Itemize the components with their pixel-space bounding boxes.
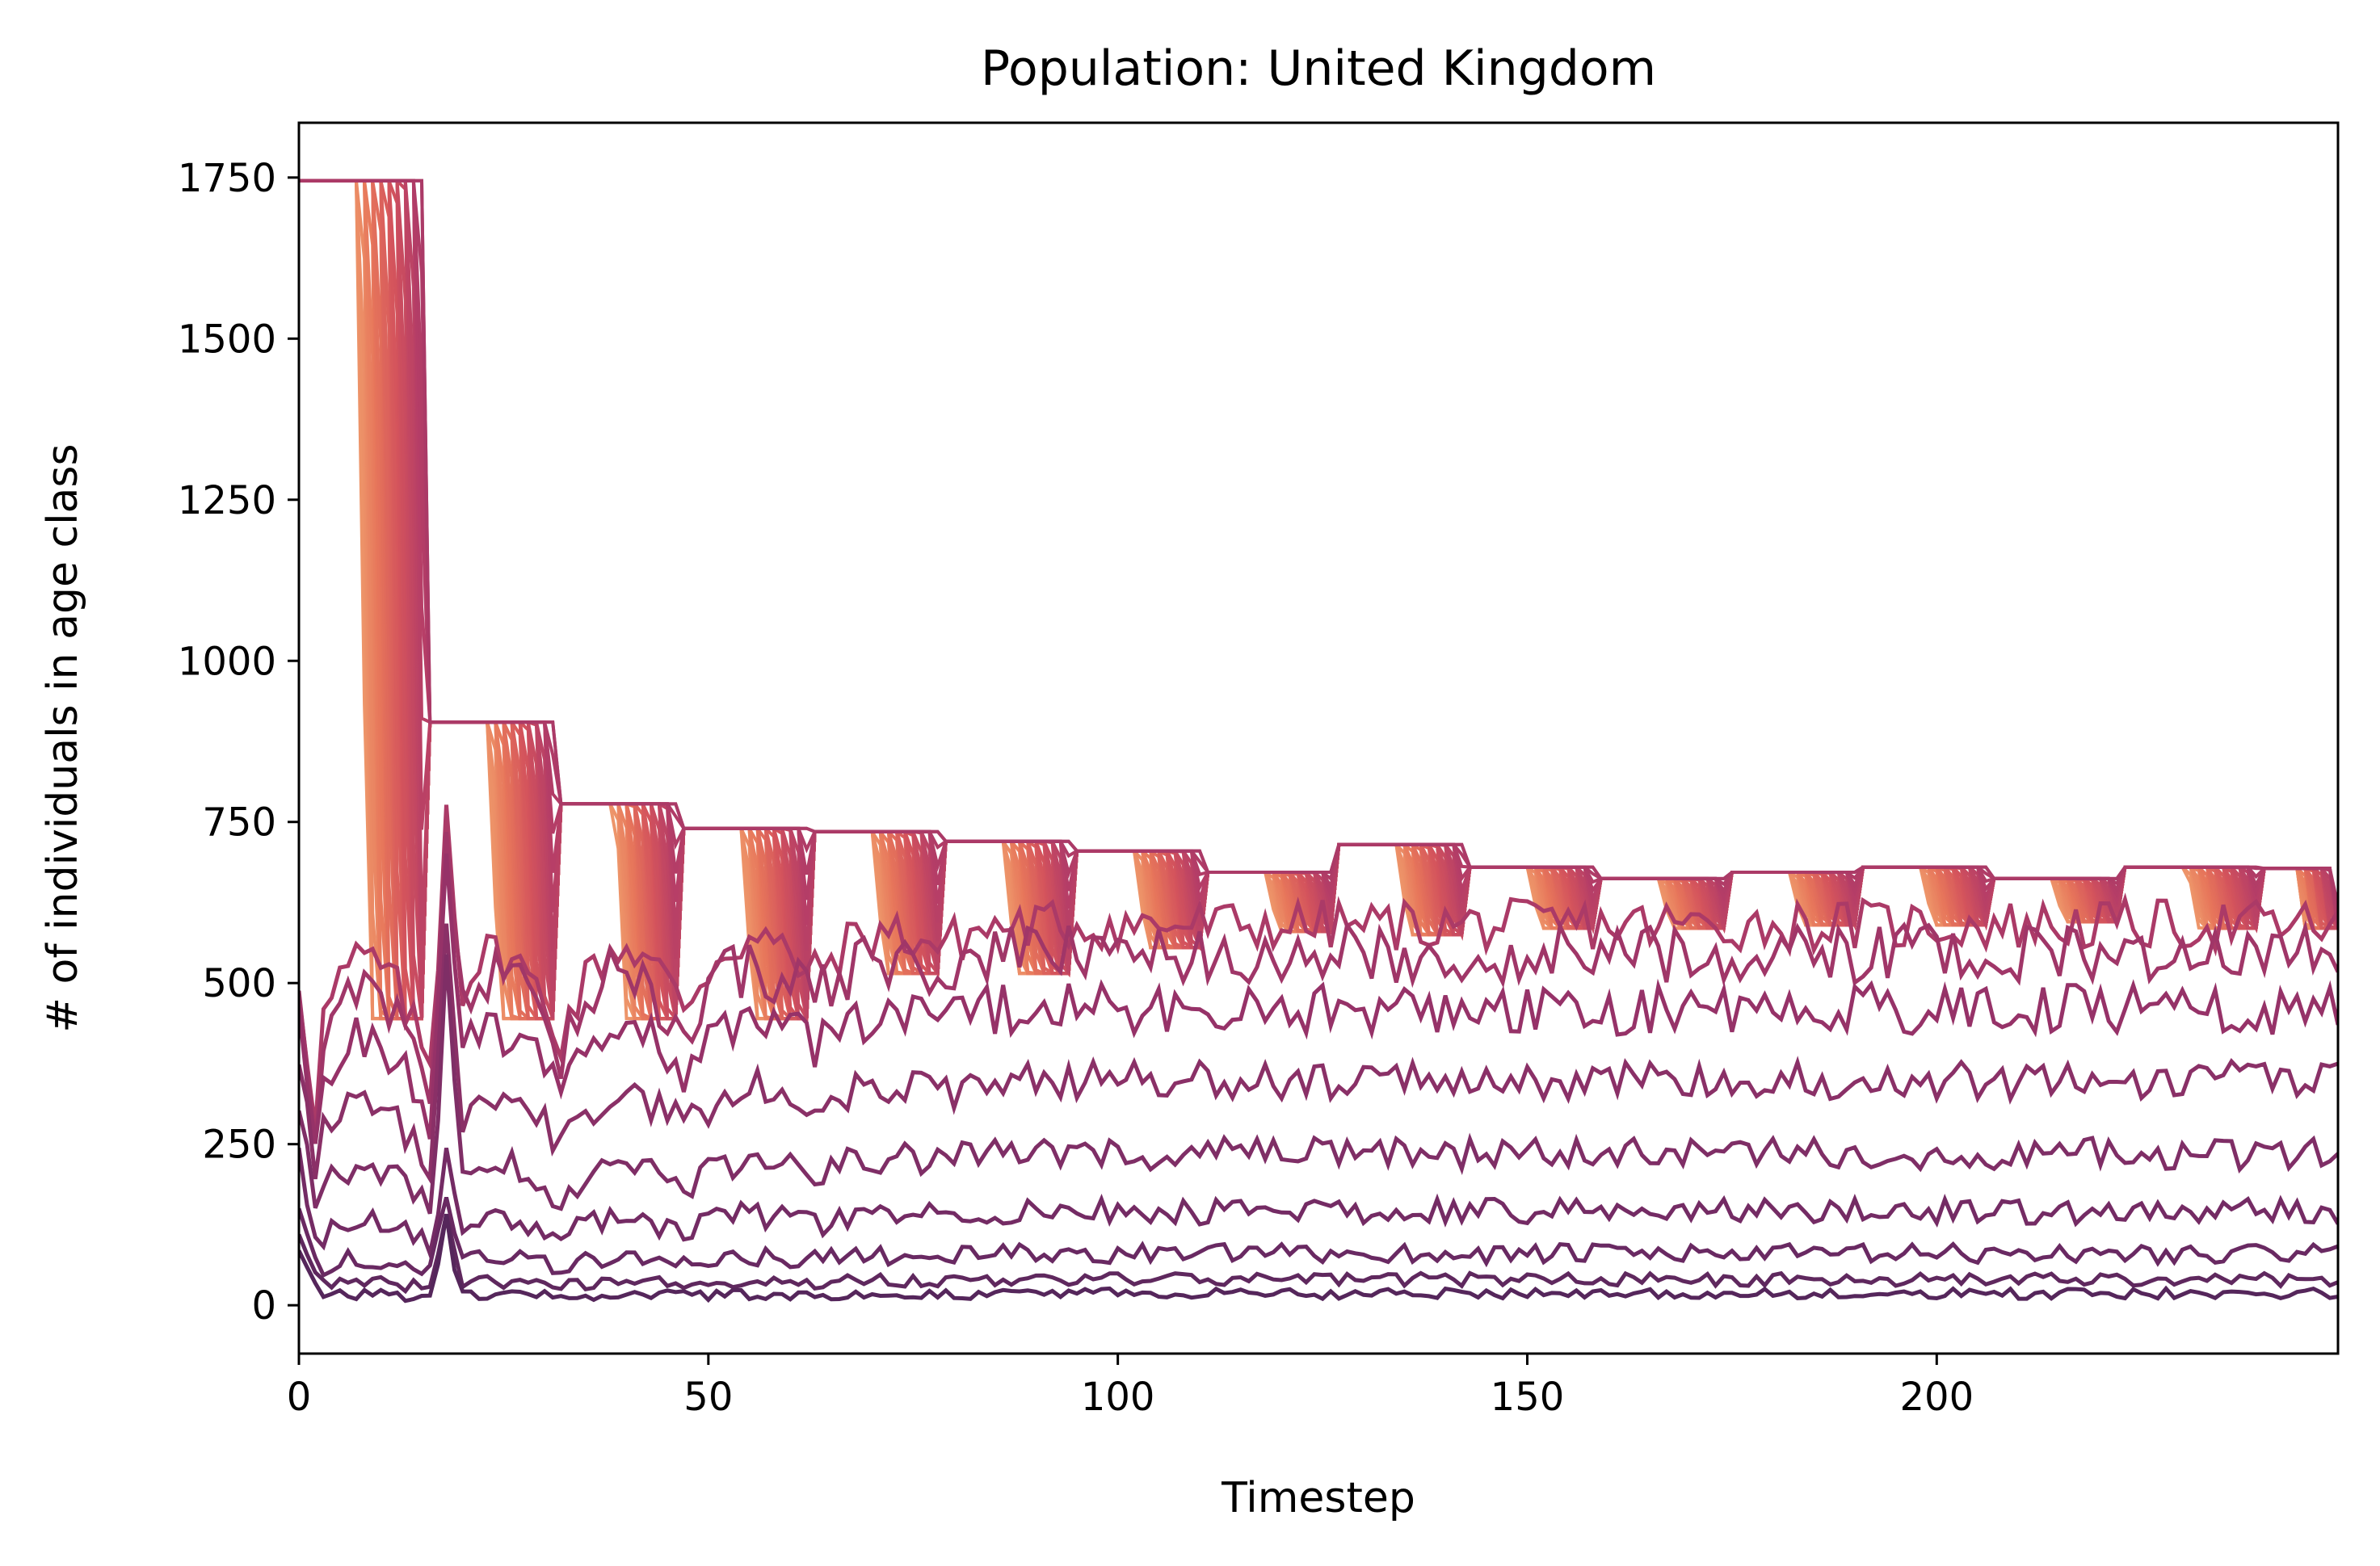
x-tick-label: 200	[1899, 1375, 1974, 1420]
y-axis: 0 250 500 750 1000 1250 1500 1750	[178, 156, 299, 1329]
age-class-line	[299, 1213, 2338, 1295]
x-axis: 0 50 100 150 200	[287, 1354, 1974, 1420]
age-class-line	[299, 178, 2338, 907]
age-class-line	[299, 804, 2338, 1128]
age-class-line	[299, 1196, 2338, 1278]
x-tick-label: 0	[287, 1375, 312, 1420]
y-tick-label: 1500	[178, 317, 276, 362]
y-axis-label: # of individuals in age class	[39, 443, 87, 1032]
age-class-line	[299, 954, 2338, 1215]
age-class-line	[299, 832, 2338, 1144]
y-tick-label: 0	[251, 1283, 276, 1329]
age-class-line	[299, 1147, 2338, 1262]
plot-frame	[297, 121, 2340, 1355]
x-tick-label: 50	[683, 1375, 733, 1420]
y-tick-label: 1250	[178, 478, 276, 523]
age-class-line	[299, 923, 2338, 1186]
age-class-line	[299, 1214, 2338, 1304]
x-tick-label: 150	[1491, 1375, 1565, 1420]
y-tick-label: 1000	[178, 639, 276, 684]
x-axis-label: Timestep	[1221, 1474, 1415, 1522]
y-tick-label: 500	[202, 961, 276, 1006]
y-tick-label: 750	[202, 800, 276, 846]
y-tick-label: 1750	[178, 156, 276, 201]
series-layer	[299, 178, 2338, 1304]
age-class-line	[299, 853, 2338, 1144]
x-tick-label: 100	[1081, 1375, 1155, 1420]
y-tick-label: 250	[202, 1123, 276, 1168]
chart-title: Population: United Kingdom	[981, 40, 1656, 97]
